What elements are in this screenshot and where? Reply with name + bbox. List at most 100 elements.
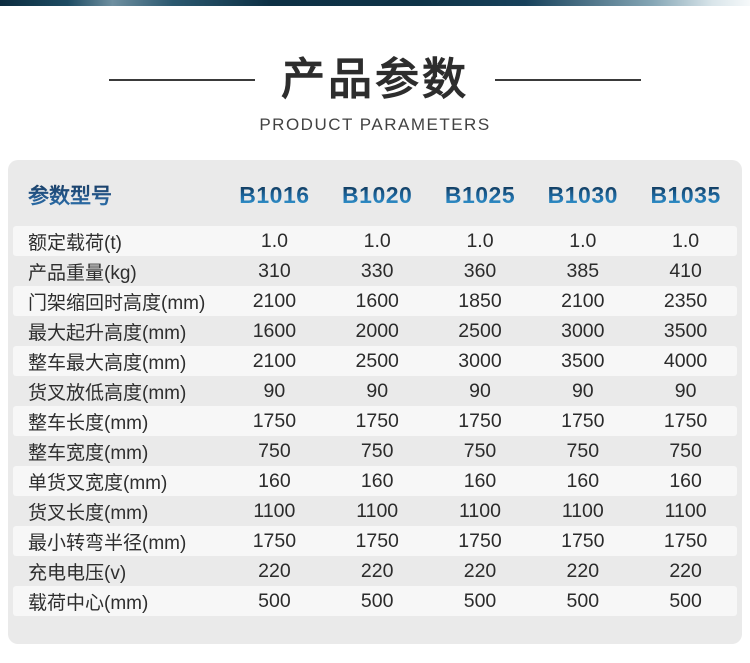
cell-value: 410: [669, 259, 702, 282]
table-header-row: 参数型号 B1016 B1020 B1025 B1030 B1035: [13, 160, 737, 226]
column-header-label: 参数型号: [13, 180, 223, 210]
cell-value: 2500: [458, 319, 502, 342]
column-header-model: B1030: [531, 182, 634, 209]
cell-value: 90: [571, 379, 594, 402]
cell-value: 2100: [252, 349, 297, 372]
cell-value: 500: [566, 589, 600, 612]
cell-value: 1750: [252, 529, 297, 552]
cell-value: 3500: [663, 319, 708, 342]
cell-value: 1750: [561, 529, 605, 552]
cell-value: 1100: [459, 499, 501, 522]
param-table: 参数型号 B1016 B1020 B1025 B1030 B1035 额定载荷(t) 1.…: [8, 160, 742, 644]
cell-value: 1750: [663, 529, 708, 552]
cell-value: 310: [258, 259, 291, 282]
cell-value: 750: [360, 439, 394, 462]
column-header-model: B1020: [326, 182, 429, 209]
cell-value: 1.0: [466, 229, 494, 252]
row-label: 货叉长度(mm): [28, 502, 149, 524]
cell-value: 90: [366, 379, 389, 402]
cell-value: 1600: [252, 319, 297, 342]
cell-value: 160: [360, 469, 394, 492]
cell-value: 750: [669, 439, 702, 462]
cell-value: 160: [258, 469, 291, 492]
cell-value: 220: [566, 559, 600, 582]
cell-value: 385: [566, 259, 600, 282]
title-divider-line-right: [495, 79, 641, 81]
cell-value: 2100: [561, 289, 605, 312]
table-row: 整车最大高度(mm) 2100 2500 3000 3500 4000: [13, 346, 737, 376]
top-accent-bar: [0, 0, 750, 6]
cell-value: 160: [566, 469, 600, 492]
table-row: 单货叉宽度(mm) 160 160 160 160 160: [13, 466, 737, 496]
row-label: 载荷中心(mm): [28, 592, 149, 614]
page-subtitle: PRODUCT PARAMETERS: [259, 115, 491, 134]
cell-value: 360: [463, 259, 497, 282]
cell-value: 1750: [355, 409, 399, 432]
cell-value: 1750: [458, 409, 502, 432]
cell-value: 90: [674, 379, 697, 402]
cell-value: 750: [463, 439, 497, 462]
cell-value: 90: [263, 379, 286, 402]
row-label: 整车宽度(mm): [28, 442, 149, 464]
cell-value: 1.0: [363, 229, 391, 252]
cell-value: 220: [669, 559, 702, 582]
title-divider-line-left: [109, 79, 255, 81]
table-row: 最大起升高度(mm) 1600 2000 2500 3000 3500: [13, 316, 737, 346]
row-label: 充电电压(v): [28, 562, 127, 584]
page-title: 产品参数: [281, 55, 469, 104]
cell-value: 500: [669, 589, 702, 612]
table-row: 产品重量(kg) 310 330 360 385 410: [13, 256, 737, 286]
cell-value: 750: [566, 439, 600, 462]
row-label: 货叉放低高度(mm): [28, 382, 187, 404]
table-row: 载荷中心(mm) 500 500 500 500 500: [13, 586, 737, 616]
row-label: 产品重量(kg): [28, 262, 137, 284]
cell-value: 2100: [252, 289, 297, 312]
cell-value: 1100: [253, 499, 296, 522]
row-label: 门架缩回时高度(mm): [28, 292, 206, 314]
row-label: 最小转弯半径(mm): [28, 532, 187, 554]
cell-value: 3000: [458, 349, 502, 372]
row-label: 最大起升高度(mm): [28, 322, 187, 344]
table-body: 额定载荷(t) 1.0 1.0 1.0 1.0 1.0 产品重量(kg) 310 330 360 3…: [13, 226, 737, 616]
column-header-model: B1035: [634, 182, 737, 209]
cell-value: 1.0: [260, 229, 288, 252]
cell-value: 2500: [355, 349, 399, 372]
cell-value: 500: [360, 589, 394, 612]
cell-value: 2000: [355, 319, 399, 342]
cell-value: 90: [469, 379, 491, 402]
cell-value: 1100: [664, 499, 707, 522]
cell-value: 220: [360, 559, 394, 582]
cell-value: 1100: [561, 499, 604, 522]
table-row: 货叉放低高度(mm) 90 90 90 90 90: [13, 376, 737, 406]
cell-value: 1750: [458, 529, 502, 552]
cell-value: 1750: [252, 409, 297, 432]
cell-value: 3000: [561, 319, 605, 342]
cell-value: 160: [463, 469, 497, 492]
cell-value: 330: [360, 259, 394, 282]
cell-value: 1.0: [569, 229, 597, 252]
table-row: 整车长度(mm) 1750 1750 1750 1750 1750: [13, 406, 737, 436]
cell-value: 750: [258, 439, 291, 462]
cell-value: 500: [463, 589, 497, 612]
table-row: 整车宽度(mm) 750 750 750 750 750: [13, 436, 737, 466]
cell-value: 160: [669, 469, 702, 492]
cell-value: 1100: [356, 499, 399, 522]
cell-value: 4000: [663, 349, 708, 372]
cell-value: 220: [463, 559, 497, 582]
cell-value: 500: [258, 589, 291, 612]
row-label: 单货叉宽度(mm): [28, 472, 168, 494]
cell-value: 3500: [561, 349, 605, 372]
row-label: 整车最大高度(mm): [28, 352, 187, 374]
cell-value: 1.0: [672, 229, 700, 252]
column-header-model: B1016: [223, 182, 326, 209]
row-label: 整车长度(mm): [28, 412, 149, 434]
section-title-block: 产品参数: [0, 58, 750, 102]
table-row: 额定载荷(t) 1.0 1.0 1.0 1.0 1.0: [13, 226, 737, 256]
table-row: 充电电压(v) 220 220 220 220 220: [13, 556, 737, 586]
table-row: 货叉长度(mm) 1100 1100 1100 1100 1100: [13, 496, 737, 526]
cell-value: 1850: [458, 289, 502, 312]
row-label: 额定载荷(t): [28, 232, 122, 254]
cell-value: 220: [258, 559, 291, 582]
table-row: 最小转弯半径(mm) 1750 1750 1750 1750 1750: [13, 526, 737, 556]
cell-value: 2350: [663, 289, 708, 312]
